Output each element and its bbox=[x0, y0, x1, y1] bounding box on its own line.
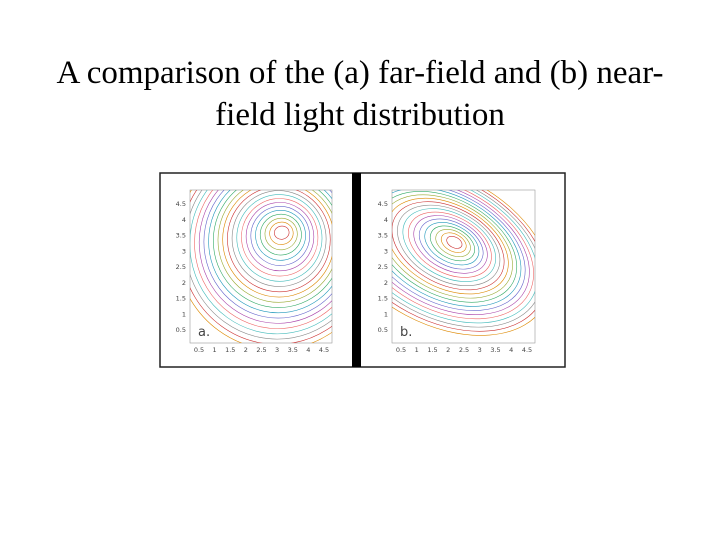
contour bbox=[446, 235, 463, 249]
contour bbox=[255, 210, 306, 261]
contour bbox=[217, 190, 332, 303]
x-tick-label: 2 bbox=[244, 346, 248, 354]
y-tick-label: 4.5 bbox=[176, 200, 186, 208]
contour bbox=[392, 190, 535, 328]
y-tick-label: 4 bbox=[384, 216, 388, 224]
y-tick-label: 4 bbox=[182, 216, 186, 224]
contour bbox=[392, 191, 518, 303]
contour bbox=[392, 190, 530, 315]
x-tick-label: 3 bbox=[275, 346, 279, 354]
contours-a bbox=[190, 190, 332, 343]
x-tick-label: 3.5 bbox=[288, 346, 298, 354]
contour bbox=[402, 208, 497, 282]
y-tick-label: 1.5 bbox=[378, 295, 388, 303]
x-tick-label: 2.5 bbox=[256, 346, 266, 354]
contour bbox=[194, 190, 332, 329]
contour bbox=[212, 190, 332, 308]
y-tick-label: 3.5 bbox=[378, 232, 388, 240]
y-tick-label: 0.5 bbox=[176, 326, 186, 334]
contour bbox=[424, 222, 480, 266]
contour bbox=[203, 190, 332, 319]
contour bbox=[408, 211, 492, 278]
y-tick-label: 2.5 bbox=[378, 263, 388, 271]
contour bbox=[231, 190, 327, 287]
contour bbox=[250, 206, 310, 266]
x-tick-label: 1 bbox=[415, 346, 419, 354]
contour bbox=[429, 225, 475, 262]
y-tick-label: 3 bbox=[384, 247, 388, 255]
contour bbox=[245, 202, 315, 272]
contour bbox=[227, 190, 331, 293]
contour bbox=[419, 218, 484, 270]
contour bbox=[259, 213, 302, 256]
contour bbox=[241, 198, 319, 277]
y-tick-label: 2 bbox=[182, 279, 186, 287]
separator bbox=[352, 173, 361, 367]
x-tick-label: 4 bbox=[306, 346, 310, 354]
contour bbox=[274, 225, 290, 240]
contour bbox=[392, 201, 505, 291]
x-tick-label: 3 bbox=[478, 346, 482, 354]
y-tick-label: 2.5 bbox=[176, 263, 186, 271]
contour bbox=[392, 190, 535, 336]
y-tick-label: 3.5 bbox=[176, 232, 186, 240]
plot-area-a bbox=[189, 189, 333, 344]
x-tick-label: 2.5 bbox=[459, 346, 469, 354]
y-tick-label: 1 bbox=[182, 310, 186, 318]
x-tick-label: 4.5 bbox=[319, 346, 329, 354]
contour bbox=[392, 190, 534, 320]
x-tick-label: 0.5 bbox=[396, 346, 406, 354]
contour bbox=[392, 190, 522, 307]
contour bbox=[392, 190, 535, 324]
y-tick-label: 1.5 bbox=[176, 295, 186, 303]
contour bbox=[440, 232, 467, 253]
contour bbox=[198, 190, 332, 324]
contour bbox=[190, 190, 332, 343]
contour bbox=[392, 197, 509, 295]
y-tick-label: 4.5 bbox=[378, 200, 388, 208]
y-tick-label: 0.5 bbox=[378, 326, 388, 334]
y-tick-label: 1 bbox=[384, 310, 388, 318]
contour bbox=[413, 215, 488, 274]
x-tick-label: 1.5 bbox=[225, 346, 235, 354]
panel-label: b. bbox=[400, 325, 412, 340]
contour bbox=[397, 204, 501, 286]
y-tick-label: 3 bbox=[182, 247, 186, 255]
x-tick-label: 4 bbox=[509, 346, 513, 354]
contour bbox=[435, 229, 471, 257]
x-tick-label: 4.5 bbox=[522, 346, 532, 354]
x-tick-label: 3.5 bbox=[490, 346, 500, 354]
contour bbox=[190, 190, 332, 335]
contour bbox=[236, 194, 323, 282]
contour bbox=[264, 217, 298, 251]
contours-b bbox=[392, 190, 535, 336]
slide-title: A comparison of the (a) far-field and (b… bbox=[56, 55, 664, 133]
contour bbox=[392, 190, 535, 332]
x-tick-label: 2 bbox=[446, 346, 450, 354]
x-tick-label: 1 bbox=[213, 346, 217, 354]
y-tick-label: 2 bbox=[384, 279, 388, 287]
panel-label: a. bbox=[198, 325, 210, 340]
contour bbox=[392, 190, 526, 311]
contour bbox=[392, 194, 513, 299]
contour bbox=[222, 190, 332, 298]
contour bbox=[208, 190, 332, 314]
x-tick-label: 1.5 bbox=[427, 346, 437, 354]
contour bbox=[190, 190, 332, 340]
contour bbox=[269, 221, 294, 245]
x-tick-label: 0.5 bbox=[194, 346, 204, 354]
